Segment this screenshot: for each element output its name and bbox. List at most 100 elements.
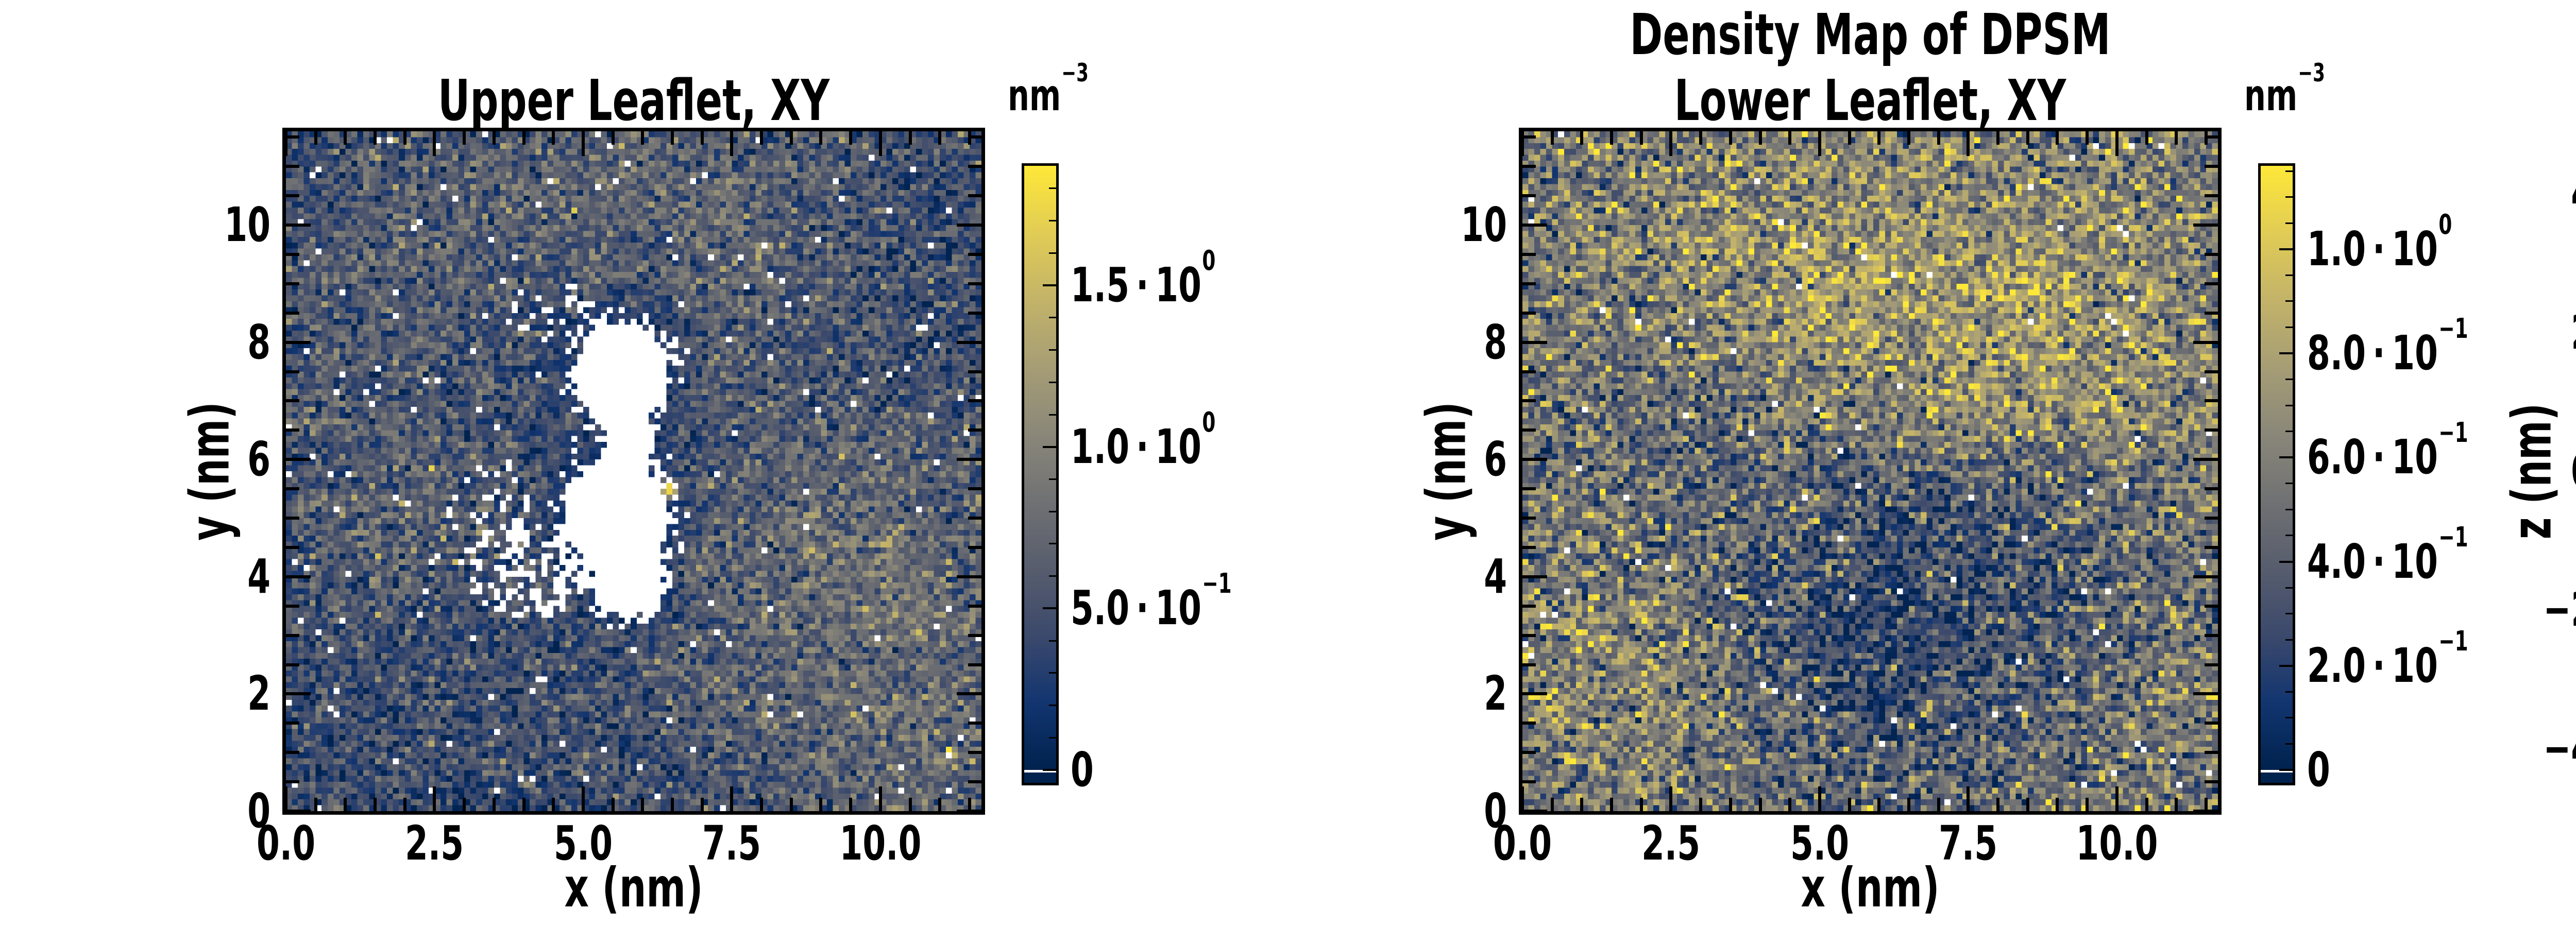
colorbar-tick-label-text: 2.0 · 10−1	[2307, 624, 2468, 693]
y-tick-right	[968, 487, 981, 491]
y-tick	[1522, 487, 1536, 491]
x-tick-label-text: 7.5	[702, 816, 761, 871]
colorbar-minor-tick	[2285, 431, 2293, 433]
y-tick-label: 4	[2439, 170, 2576, 241]
x-tick	[1728, 798, 1732, 811]
x-tick	[552, 798, 555, 811]
y-tick-right	[2205, 311, 2218, 315]
colorbar-minor-tick	[1049, 640, 1056, 642]
colorbar-tick-label-text: 1.5 · 100	[1071, 244, 1216, 313]
y-tick-label: 0	[116, 787, 270, 859]
x-tick-label-text: 2.5	[1641, 816, 1701, 871]
x-tick-top	[1818, 131, 1821, 156]
y-tick-label-text: 0	[2571, 448, 2576, 495]
colorbar-minor-tick	[1049, 478, 1056, 480]
y-tick-right	[2205, 252, 2218, 256]
colorbar-major-tick	[2279, 664, 2293, 667]
x-tick-top	[1937, 131, 1940, 145]
x-tick-top	[1728, 131, 1732, 145]
y-tick	[286, 458, 311, 461]
x-tick-top	[641, 131, 645, 145]
y-tick-right	[2193, 810, 2218, 813]
y-tick	[286, 282, 299, 285]
colorbar-major-tick	[1043, 284, 1056, 287]
x-tick	[2175, 798, 2178, 811]
x-tick-top	[433, 131, 436, 156]
x-tick-top	[314, 131, 317, 145]
x-tick	[2115, 786, 2119, 811]
colorbar-tick-label-text: 1.0 · 100	[1071, 405, 1216, 474]
x-tick	[1788, 798, 1792, 811]
colorbar-minor-tick	[2285, 196, 2293, 198]
colorbar-minor-tick	[1049, 575, 1056, 577]
y-tick	[286, 370, 299, 373]
x-tick-top	[344, 131, 347, 145]
y-tick-right	[2193, 458, 2218, 461]
heatmap-canvas-lower-leaflet	[1522, 131, 2218, 811]
x-tick-top	[1699, 131, 1703, 145]
y-tick-label-text: 8	[247, 314, 270, 370]
heatmap-lower-leaflet	[1519, 128, 2222, 815]
colorbar-minor-tick	[1049, 510, 1056, 512]
y-tick	[1522, 692, 1547, 696]
y-tick-label: 10	[1352, 201, 1507, 272]
colorbar-tick-label: 0	[2307, 746, 2340, 817]
x-tick-label: 5.0	[541, 820, 625, 867]
colorbar-major-tick	[1043, 769, 1056, 771]
x-tick-label-text: 7.5	[1939, 816, 1998, 871]
y-tick	[286, 224, 311, 227]
x-tick-top	[492, 131, 496, 145]
colorbar-minor-tick	[2285, 170, 2293, 172]
x-tick-label: 10.0	[822, 820, 939, 867]
colorbar-tick-label: 0	[1071, 746, 1104, 817]
y-tick-right	[957, 575, 981, 578]
colorbar-minor-tick	[2285, 274, 2293, 276]
x-tick	[819, 798, 823, 811]
heatmap-canvas-upper-leaflet	[286, 131, 981, 811]
colorbar-minor-tick	[2285, 222, 2293, 224]
colorbar-major-tick	[2279, 769, 2293, 771]
x-axis-label: x (nm)	[1801, 856, 1940, 919]
y-tick	[1522, 780, 1536, 784]
y-tick-label: −2	[2439, 586, 2576, 657]
x-tick-top	[2086, 131, 2089, 145]
x-tick-top	[730, 131, 734, 156]
x-tick-top	[374, 131, 377, 145]
y-tick	[286, 165, 299, 168]
x-tick	[463, 798, 466, 811]
y-tick	[286, 633, 299, 637]
x-tick-top	[671, 131, 674, 145]
colorbar-tick-label: 5.0 · 10−1	[1071, 570, 1301, 656]
x-tick	[314, 798, 317, 811]
x-tick-label: 5.0	[1777, 820, 1861, 867]
y-tick	[1522, 194, 1536, 198]
y-tick	[286, 692, 311, 696]
x-tick	[2086, 798, 2089, 811]
x-tick-label: 10.0	[2058, 820, 2175, 867]
y-tick-label-text: 2	[2571, 308, 2576, 356]
y-tick-right	[2205, 487, 2218, 491]
colorbar-tick-label-text: 4.0 · 10−1	[2307, 520, 2468, 589]
y-tick-right	[2193, 692, 2218, 696]
x-tick	[938, 798, 942, 811]
x-tick-label-text: 0.0	[256, 816, 316, 871]
figure-title: Density Map of DPSM	[1630, 2, 2111, 67]
y-tick-label: 8	[116, 318, 270, 390]
y-tick-label: 8	[1352, 318, 1507, 390]
colorbar-zero-line	[2261, 770, 2293, 772]
y-tick	[286, 751, 299, 754]
x-tick-top	[2175, 131, 2178, 145]
y-tick-right	[2205, 370, 2218, 373]
x-tick	[522, 798, 526, 811]
colorbar-tick-label: 8.0 · 10−1	[2307, 315, 2537, 401]
x-tick	[1550, 798, 1554, 811]
colorbar-tick-label: 1.0 · 100	[1071, 408, 1278, 494]
x-tick-top	[2056, 131, 2059, 145]
colorbar-upper-leaflet	[1022, 163, 1059, 785]
x-tick	[1818, 786, 1821, 811]
y-tick	[286, 780, 299, 784]
x-tick	[344, 798, 347, 811]
x-tick-top	[1967, 131, 1970, 156]
colorbar-major-tick	[2279, 352, 2293, 355]
colorbar-minor-tick	[1049, 317, 1056, 319]
